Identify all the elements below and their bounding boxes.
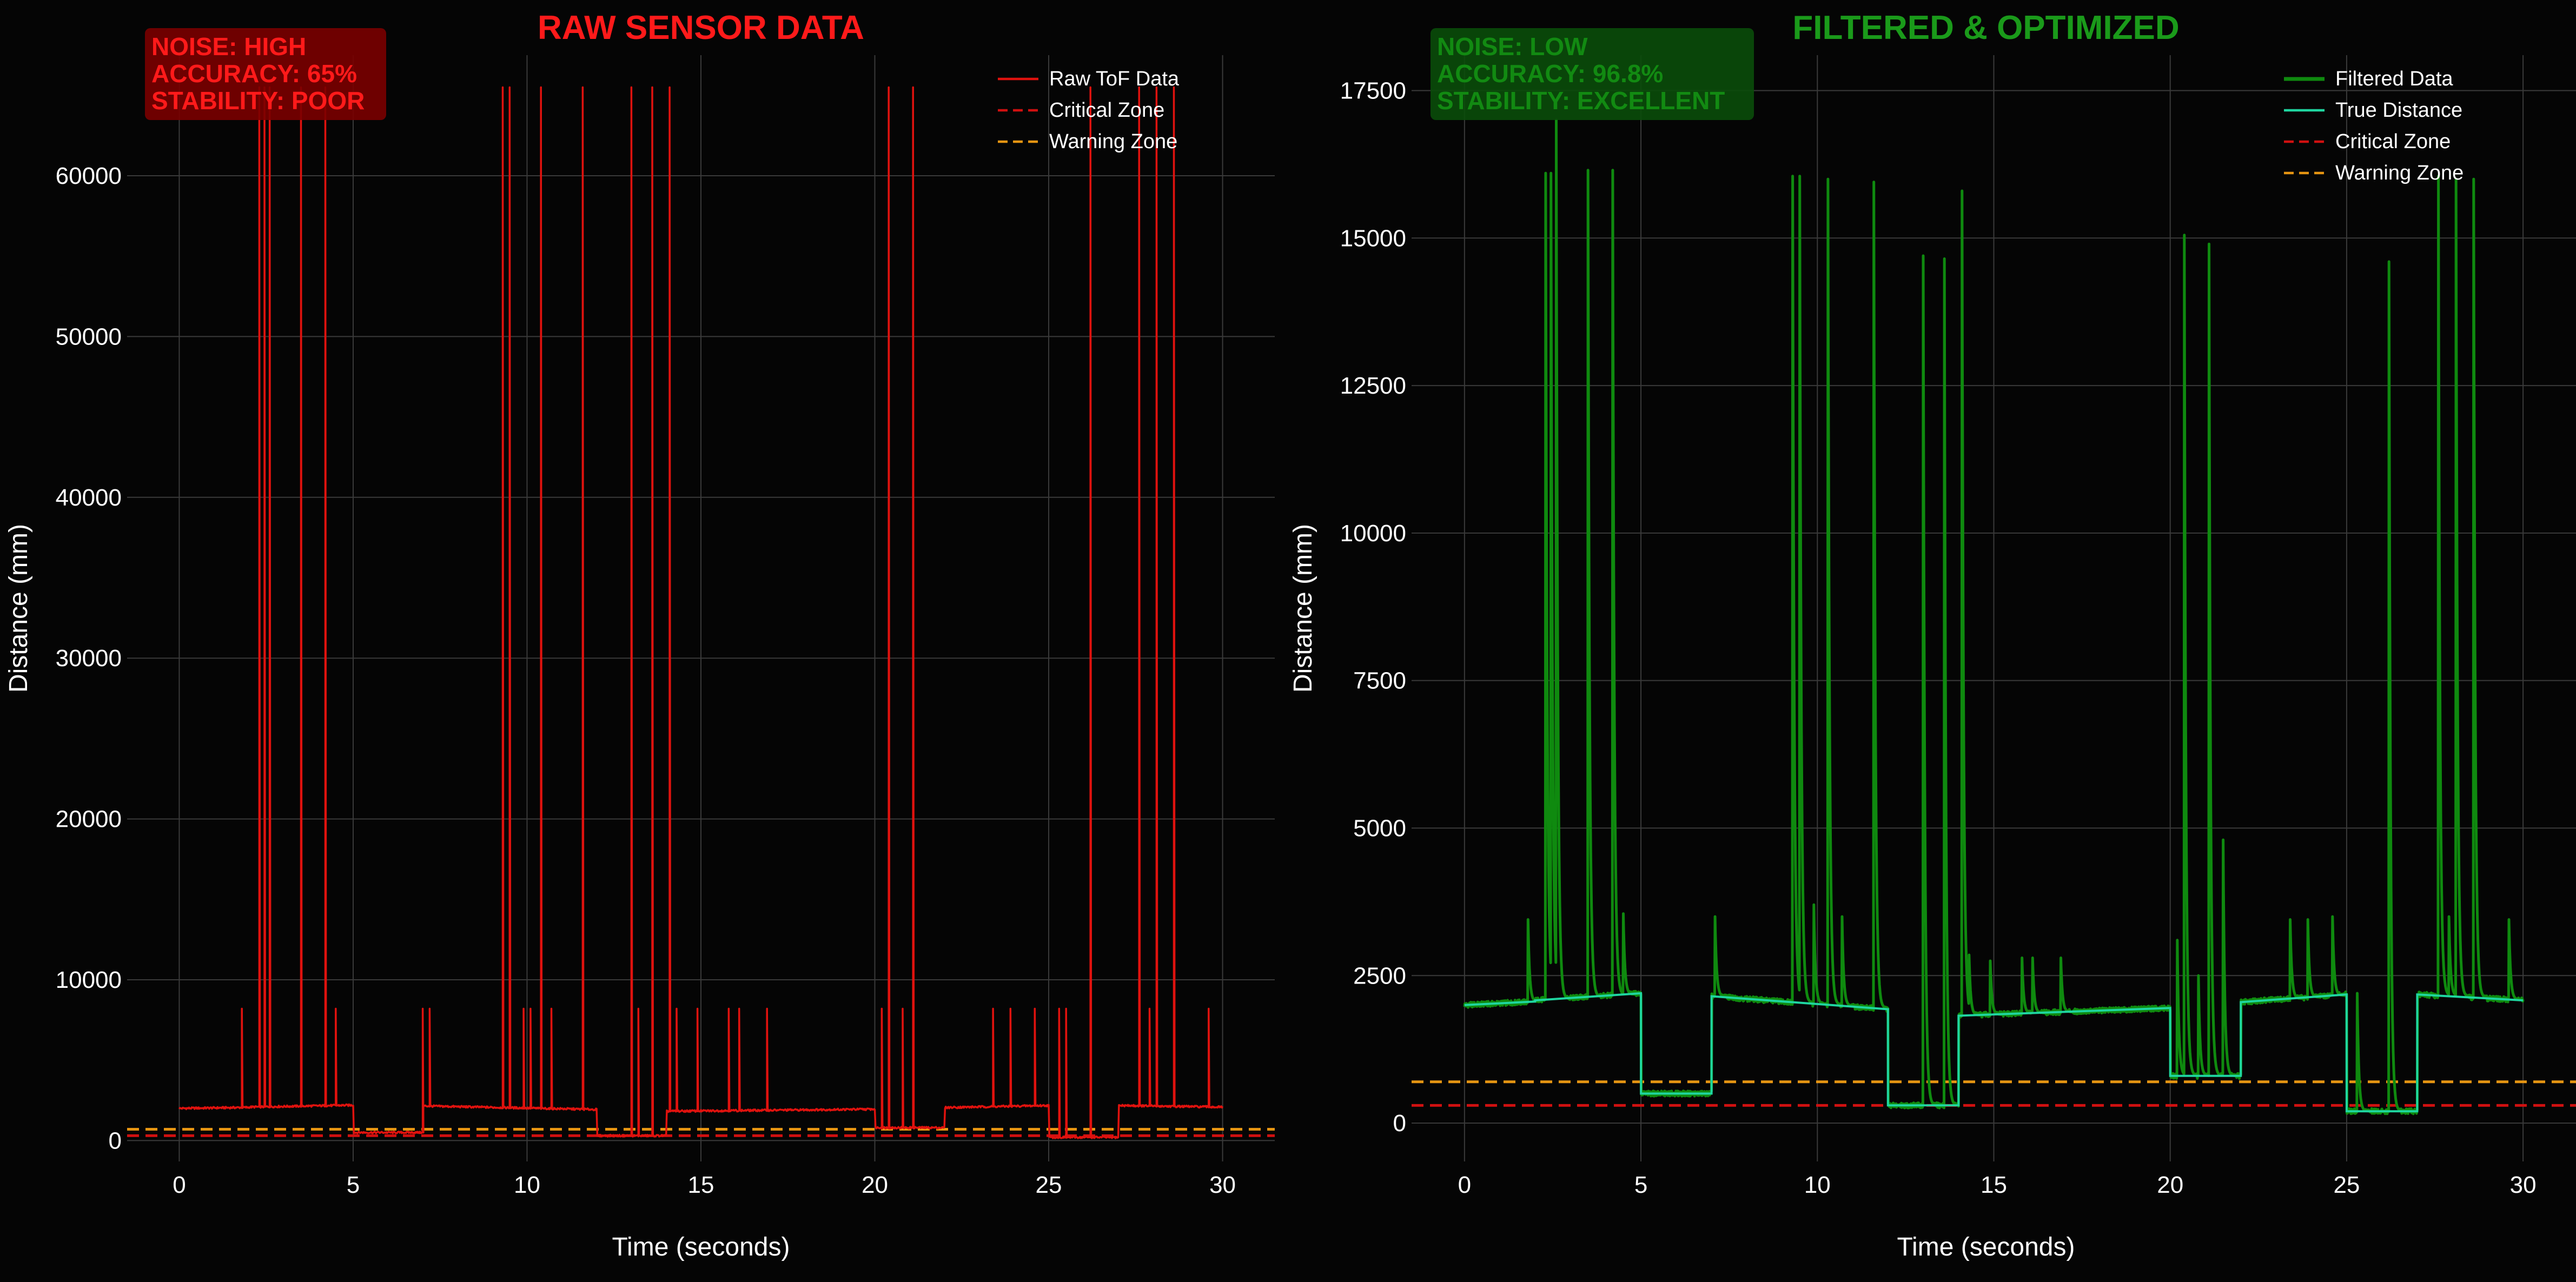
raw-stability-stat: STABILITY: POOR: [151, 87, 365, 115]
y-tick-label: 10000: [1340, 520, 1406, 547]
y-tick-label: 10000: [56, 967, 122, 993]
series-lines: [1463, 118, 2525, 1115]
x-tick-label: 25: [2333, 1172, 2360, 1198]
x-tick-labels: 0 5 10 15 20 25 30: [1458, 1172, 2537, 1198]
filtered-stats-background: [1431, 28, 1754, 120]
x-tick-label: 15: [688, 1172, 714, 1198]
y-tick-label: 12500: [1340, 373, 1406, 399]
legend-label-true-distance: True Distance: [2335, 99, 2462, 122]
raw-noise-stat: NOISE: HIGH: [151, 32, 306, 61]
x-tick-label: 20: [862, 1172, 888, 1198]
y-tick-label: 20000: [56, 806, 122, 833]
legend-label-critical: Critical Zone: [1049, 99, 1164, 122]
filtered-accuracy-stat: ACCURACY: 96.8%: [1437, 59, 1663, 88]
y-gridlines: [127, 175, 1275, 1141]
filtered-y-axis-label: Distance (mm): [1289, 524, 1317, 693]
y-tick-label: 5000: [1353, 815, 1406, 841]
y-tick-label: 15000: [1340, 225, 1406, 251]
raw-sensor-panel: 0 5 10 15 20 25 30 0 10000 20000 30000 40000 50000 6…: [4, 9, 1275, 1261]
y-tick-labels: 0 10000 20000 30000 40000 50000 60000: [56, 163, 122, 1154]
x-tick-label: 0: [1458, 1172, 1471, 1198]
legend-label-warning: Warning Zone: [1049, 130, 1177, 153]
filtered-chart-title: FILTERED & OPTIMIZED: [1792, 9, 2179, 47]
x-gridlines: [178, 55, 1223, 1161]
x-gridlines: [1464, 55, 2524, 1161]
y-tick-label: 60000: [56, 163, 122, 189]
x-tick-label: 5: [347, 1172, 360, 1198]
y-tick-label: 7500: [1353, 668, 1406, 694]
x-tick-label: 0: [173, 1172, 186, 1198]
x-tick-label: 10: [1804, 1172, 1831, 1198]
x-tick-label: 30: [1209, 1172, 1236, 1198]
x-tick-label: 5: [1634, 1172, 1647, 1198]
y-tick-label: 0: [109, 1127, 122, 1154]
filtered-legend: Filtered Data True Distance Critical Zon…: [2284, 68, 2464, 184]
raw-legend: Raw ToF Data Critical Zone Warning Zone: [998, 68, 1180, 153]
x-tick-label: 15: [1981, 1172, 2007, 1198]
filtered-noise-stat: NOISE: LOW: [1437, 32, 1588, 61]
series-lines: [178, 86, 1224, 1139]
legend-label-warning: Warning Zone: [2335, 162, 2464, 184]
y-gridlines: [1412, 90, 2576, 1124]
x-tick-label: 20: [2157, 1172, 2183, 1198]
filtered-x-axis-label: Time (seconds): [1897, 1233, 2075, 1261]
raw-x-axis-label: Time (seconds): [612, 1233, 790, 1261]
y-tick-label: 0: [1393, 1110, 1406, 1137]
raw-stats-box: NOISE: HIGH ACCURACY: 65% STABILITY: POO…: [145, 28, 386, 120]
raw-y-axis-label: Distance (mm): [4, 524, 33, 693]
raw-accuracy-stat: ACCURACY: 65%: [151, 59, 357, 88]
y-tick-label: 30000: [56, 645, 122, 672]
x-tick-label: 30: [2510, 1172, 2537, 1198]
raw-tof-data-line: [178, 86, 1224, 1139]
raw-stats-background: [145, 28, 386, 120]
zone-lines: [1412, 1080, 2576, 1107]
raw-chart-title: RAW SENSOR DATA: [538, 9, 864, 47]
filtered-panel: 0 5 10 15 20 25 30 0 2500 5000 7500 10000 12500 1500…: [1289, 9, 2576, 1261]
y-tick-label: 40000: [56, 484, 122, 511]
zone-lines: [127, 1128, 1275, 1137]
legend-label-raw: Raw ToF Data: [1049, 68, 1180, 90]
legend-label-critical: Critical Zone: [2335, 130, 2451, 153]
filtered-stability-stat: STABILITY: EXCELLENT: [1437, 87, 1725, 115]
filtered-stats-box: NOISE: LOW ACCURACY: 96.8% STABILITY: EX…: [1431, 28, 1754, 120]
y-tick-label: 2500: [1353, 962, 1406, 989]
x-tick-label: 10: [514, 1172, 540, 1198]
true-distance-line: [1464, 992, 2524, 1113]
x-tick-label: 25: [1036, 1172, 1062, 1198]
y-tick-label: 17500: [1340, 77, 1406, 104]
legend-label-filtered: Filtered Data: [2335, 68, 2453, 90]
x-tick-labels: 0 5 10 15 20 25 30: [173, 1172, 1236, 1198]
y-tick-label: 50000: [56, 323, 122, 350]
y-tick-labels: 0 2500 5000 7500 10000 12500 15000 17500: [1340, 77, 1406, 1137]
